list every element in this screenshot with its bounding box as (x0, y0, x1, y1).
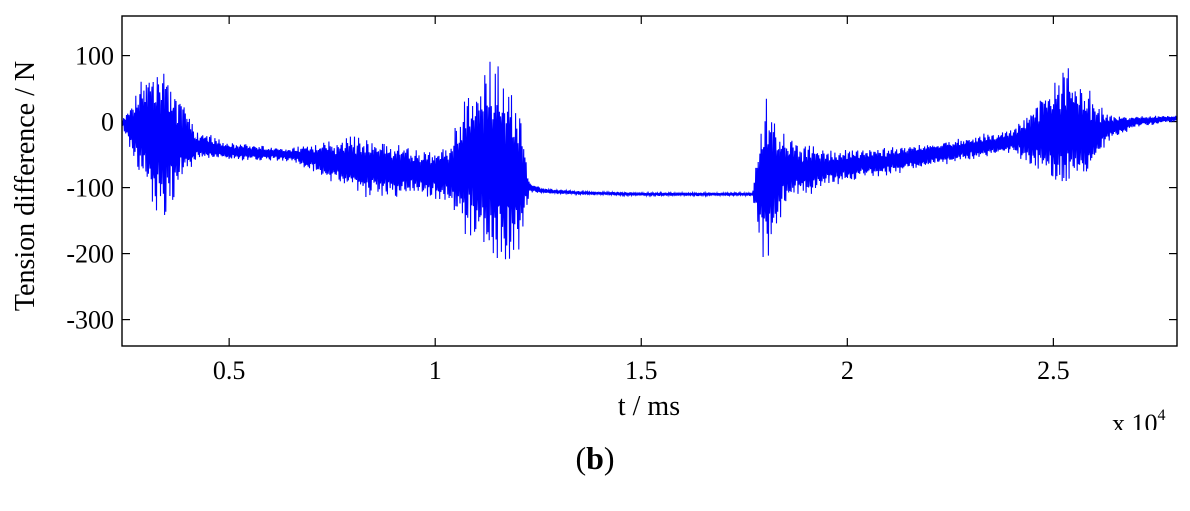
caption-open-paren: ( (575, 440, 587, 476)
plot-border (121, 15, 1178, 347)
x-axis-label: t / ms (618, 391, 680, 422)
plot-frame (121, 15, 1178, 347)
axes: 0.5 1 1.5 2 2.5 100 0 -100 -200 -300 (66, 16, 1177, 385)
x-tick-label: 1.5 (625, 356, 658, 385)
series-layer (121, 61, 1178, 260)
tension-difference-line (121, 61, 1178, 260)
tension-difference-chart: 0.5 1 1.5 2 2.5 100 0 -100 -200 -300 t / ms Tensi… (10, 15, 1178, 430)
caption-letter: b (586, 440, 604, 476)
x-multiplier-label: x 104 (1112, 407, 1166, 430)
y-tick-label: 100 (75, 42, 114, 71)
x-tick-label: 0.5 (213, 356, 246, 385)
y-tick-label: -100 (66, 174, 114, 203)
caption-close-paren: ) (603, 440, 615, 476)
x-tick-label: 2.5 (1037, 356, 1070, 385)
y-axis-label: Tension difference / N (10, 61, 41, 311)
y-tick-label: -200 (66, 240, 114, 269)
y-tick-label: 0 (101, 108, 114, 137)
figure-caption: (b) (0, 440, 1190, 477)
x-tick-label: 2 (841, 356, 854, 385)
x-tick-label: 1 (429, 356, 442, 385)
y-tick-label: -300 (66, 306, 114, 335)
labels: t / ms Tension difference / N x 104 (10, 61, 1166, 430)
